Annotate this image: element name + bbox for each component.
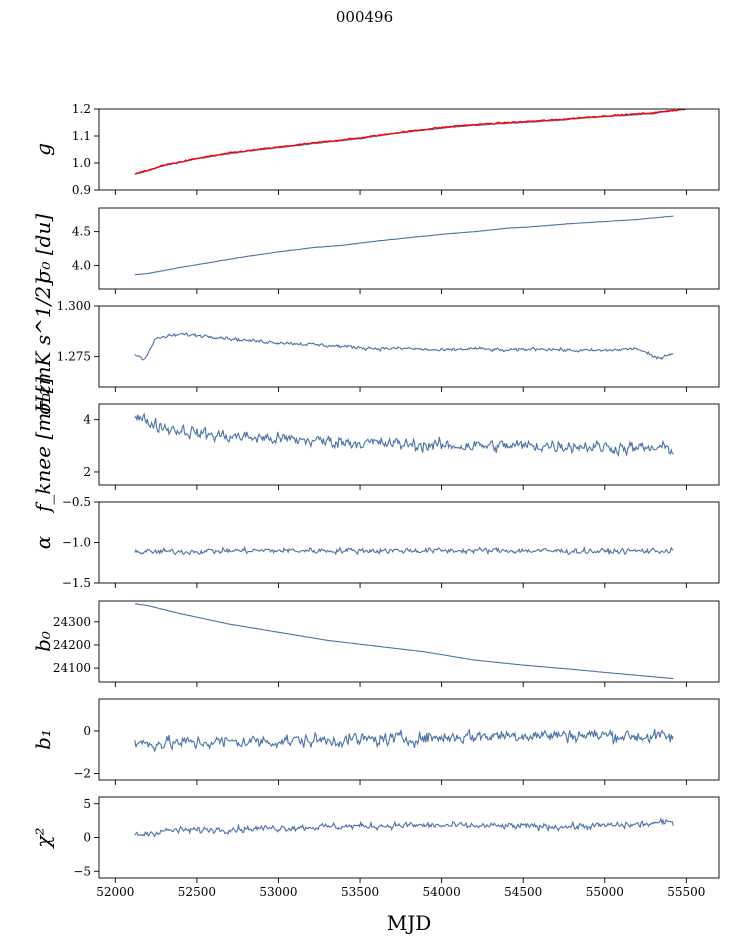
- axes-frame: [98, 403, 720, 486]
- x-tick-label: 54000: [423, 885, 461, 899]
- y-tick-label: 0.9: [72, 183, 91, 197]
- series-line-g-gain: [134, 109, 674, 175]
- y-axis-label: b₁: [31, 729, 55, 750]
- y-axis-label: χ²: [31, 827, 55, 849]
- subplot-alpha: −1.5 −1.0 −0.5 α: [31, 495, 720, 590]
- y-tick-label: −1.0: [62, 536, 91, 550]
- y-tick-label: 1.1: [72, 129, 91, 143]
- y-tick-label: 1.300: [57, 299, 91, 313]
- y-tick-label: −2: [73, 767, 91, 781]
- figure-title: 000496: [335, 8, 394, 26]
- x-tick-label: 55500: [667, 885, 705, 899]
- y-tick-label: −1.5: [62, 576, 91, 590]
- y-tick-label: 24300: [53, 615, 91, 629]
- y-tick-label: 1.0: [72, 156, 91, 170]
- series-line-sigma0-du-sigma0: [134, 215, 674, 276]
- x-tick-label: 55000: [586, 885, 624, 899]
- y-tick-label: 5: [83, 797, 91, 811]
- axes-frame: [98, 207, 720, 290]
- y-axis-label: g: [31, 143, 55, 156]
- series-line-b0-b0: [134, 603, 674, 680]
- x-tick-label: 52500: [178, 885, 216, 899]
- series-line-sigma0-mk-sigma0: [134, 332, 674, 361]
- y-tick-label: 24200: [53, 638, 91, 652]
- series-line-chi2-chi2: [134, 817, 674, 838]
- series-line-alpha-alpha: [134, 545, 674, 556]
- x-tick-label: 53000: [259, 885, 297, 899]
- series-line-b1-b1: [134, 728, 674, 753]
- y-tick-label: 2: [83, 465, 91, 479]
- y-axis-label: f_knee [mHz]: [31, 377, 55, 514]
- series-line-fknee-fknee: [134, 412, 674, 458]
- y-tick-label: 4: [83, 413, 91, 427]
- subplot-chi2: −5 0 5 52000 52500 53000 53500 54000 54500 55000 5…: [31, 796, 720, 899]
- x-tick-label: 53500: [341, 885, 379, 899]
- axes-frame: [98, 305, 720, 388]
- axes-frame: [98, 698, 720, 781]
- y-axis-label: σ₀ [du]: [31, 214, 55, 284]
- subplot-b1: −2 0 b₁: [31, 698, 720, 785]
- y-tick-label: −0.5: [62, 495, 91, 509]
- subplot-b0: 24100 24200 24300 b₀: [31, 600, 720, 687]
- x-tick-label: 52000: [96, 885, 134, 899]
- subplot-g: 0.9 1.0 1.1 1.2 g: [31, 102, 720, 197]
- axes-frame: [98, 501, 720, 584]
- axes-frame: [98, 600, 720, 683]
- y-tick-label: −5: [73, 864, 91, 878]
- subplot-fknee: 2 4 f_knee [mHz]: [31, 377, 720, 514]
- y-tick-label: 4.0: [72, 258, 91, 272]
- subplot-sigma0-du: 4.0 4.5 σ₀ [du]: [31, 207, 720, 294]
- y-axis-label: b₀: [31, 631, 55, 652]
- y-tick-label: 24100: [53, 661, 91, 675]
- x-axis-label: MJD: [387, 911, 432, 935]
- x-tick-label: 54500: [504, 885, 542, 899]
- axes-frame: [98, 108, 720, 191]
- series-line-g-fit: [134, 109, 687, 175]
- y-tick-label: 1.275: [57, 350, 91, 364]
- y-tick-label: 0: [83, 831, 91, 845]
- y-tick-label: 0: [83, 724, 91, 738]
- y-tick-label: 4.5: [72, 225, 91, 239]
- y-tick-label: 1.2: [72, 102, 91, 116]
- y-axis-label: σ₀[mK s^1/2]: [31, 278, 55, 415]
- y-axis-label: α: [31, 535, 55, 549]
- axes-frame: [98, 796, 720, 879]
